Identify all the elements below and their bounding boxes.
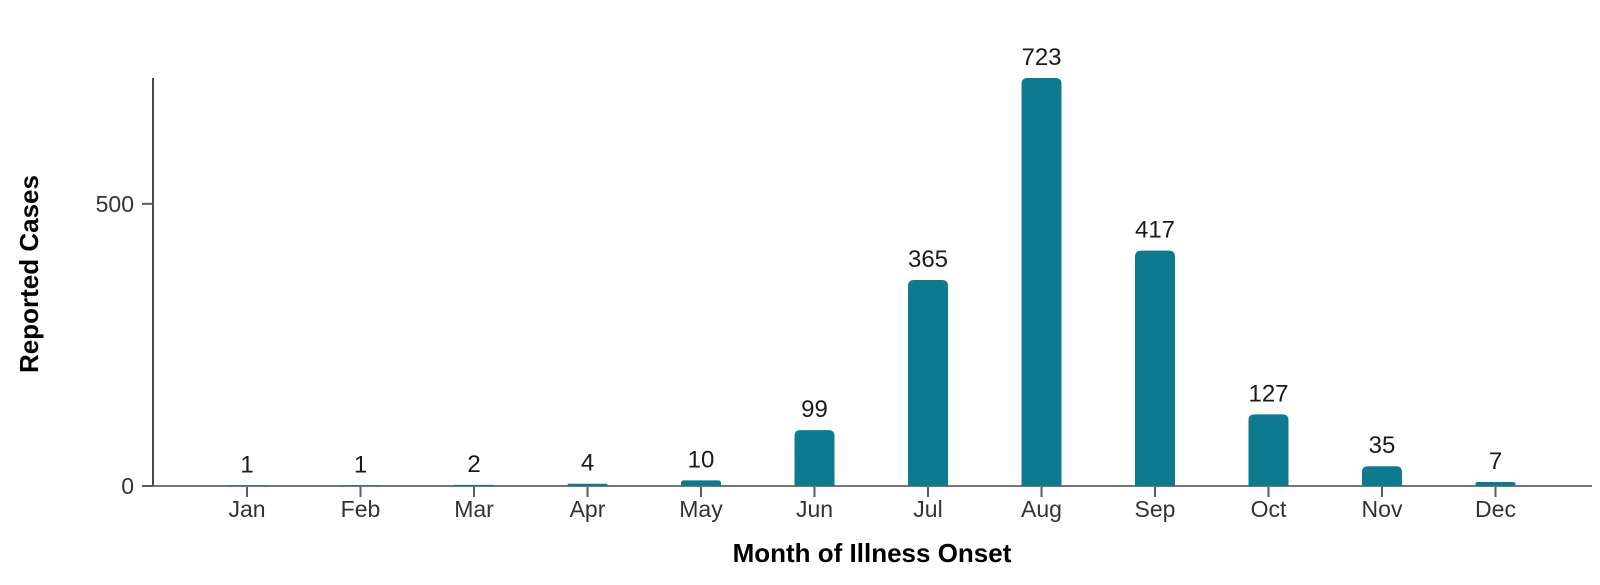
bar-value-label-dec: 7 <box>1489 448 1502 475</box>
bar-aug <box>1021 78 1062 486</box>
x-tick-label-dec: Dec <box>1475 496 1516 522</box>
bar-may <box>681 480 721 486</box>
bar-value-label-sep: 417 <box>1135 217 1175 244</box>
bar-jan <box>227 485 267 486</box>
y-axis-title: Reported Cases <box>14 175 44 373</box>
x-tick-label-nov: Nov <box>1362 496 1403 522</box>
bar-value-label-jul: 365 <box>908 246 948 273</box>
x-tick-label-oct: Oct <box>1251 496 1287 522</box>
axes-group <box>142 78 1592 497</box>
bar-value-label-feb: 1 <box>354 451 367 478</box>
x-tick-label-may: May <box>679 496 723 522</box>
x-tick-label-jul: Jul <box>913 496 942 522</box>
x-tick-label-aug: Aug <box>1021 496 1062 522</box>
bar-feb <box>340 485 381 486</box>
x-tick-label-apr: Apr <box>570 496 606 522</box>
bar-value-label-nov: 35 <box>1369 432 1396 459</box>
bar-value-label-aug: 723 <box>1021 44 1061 71</box>
bar-value-label-jun: 99 <box>801 396 828 423</box>
bar-value-label-jan: 1 <box>240 451 253 478</box>
bar-value-label-apr: 4 <box>581 450 594 477</box>
bar-value-label-oct: 127 <box>1248 380 1288 407</box>
y-tick-label: 0 <box>121 473 134 499</box>
x-axis-title: Month of Illness Onset <box>733 538 1012 568</box>
bar-jun <box>794 430 835 486</box>
bar-sep <box>1135 250 1175 486</box>
bar-jul <box>908 280 948 486</box>
x-tick-label-feb: Feb <box>341 496 381 522</box>
labels-group: 0 500 Jan 1 Feb 1 Mar 2 Apr 4 May 10 Jun 99 Jul 365 Aug 7… <box>96 44 1516 522</box>
bar-value-label-mar: 2 <box>467 451 480 478</box>
bar-value-label-may: 10 <box>688 446 715 473</box>
x-tick-label-jun: Jun <box>796 496 833 522</box>
x-tick-label-jan: Jan <box>228 496 265 522</box>
bars-group <box>227 78 1516 486</box>
y-tick-label: 500 <box>96 191 134 217</box>
bar-mar <box>454 484 494 486</box>
bar-oct <box>1248 414 1289 486</box>
bar-apr <box>567 483 608 486</box>
x-tick-label-mar: Mar <box>454 496 494 522</box>
bar-dec <box>1475 482 1516 486</box>
bar-nov <box>1362 466 1402 486</box>
x-tick-label-sep: Sep <box>1135 496 1176 522</box>
